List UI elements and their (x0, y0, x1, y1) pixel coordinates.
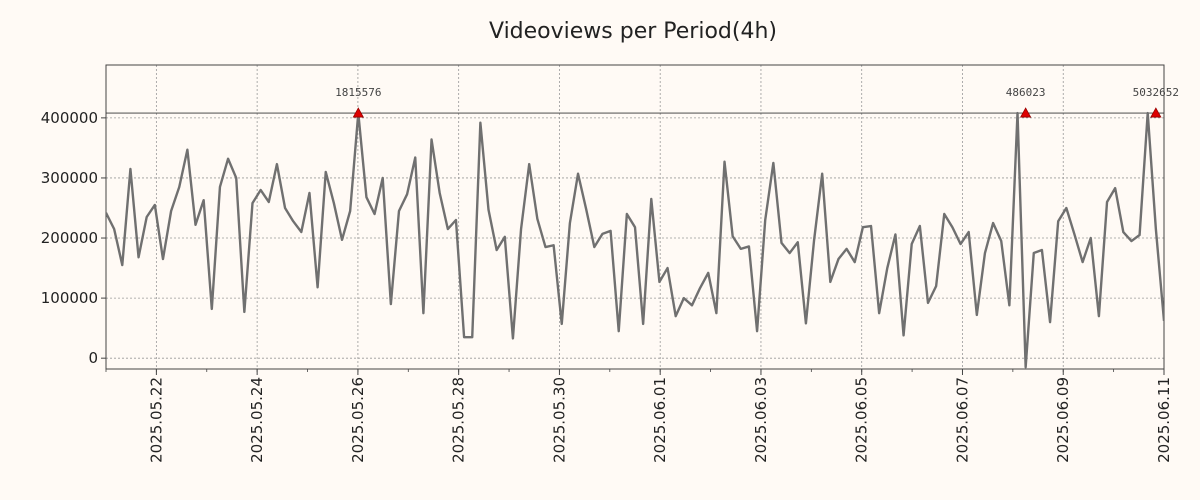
series-lines (106, 111, 1164, 369)
peak-label: 486023 (1006, 86, 1046, 99)
chart-title: Videoviews per Period(4h) (489, 19, 777, 44)
peak-label: 1815576 (335, 86, 381, 99)
x-tick-label: 2025.05.24 (248, 377, 266, 463)
y-tick-label: 0 (88, 349, 98, 367)
series-line (106, 111, 1164, 369)
x-tick-label: 2025.06.05 (853, 377, 871, 463)
peak-marker (1150, 107, 1162, 118)
peak-annotations: 1815576 486023 5032652 (335, 86, 1179, 118)
x-tick-label: 2025.06.09 (1054, 377, 1072, 463)
grid-lines (106, 65, 1165, 369)
y-tick-label: 300000 (41, 169, 98, 187)
y-tick-label: 200000 (41, 229, 98, 247)
x-tick-label: 2025.06.07 (953, 377, 971, 463)
x-tick-label: 2025.05.30 (550, 377, 568, 463)
y-tick-label: 100000 (41, 289, 98, 307)
x-tick-label: 2025.06.11 (1155, 377, 1173, 463)
y-tick-label: 400000 (41, 109, 98, 127)
x-tick-label: 2025.05.26 (349, 377, 367, 463)
x-tick-label: 2025.05.28 (450, 377, 468, 463)
plot-frame (105, 64, 1165, 370)
peak-marker (352, 107, 364, 118)
peak-label: 5032652 (1133, 86, 1179, 99)
x-tick-label: 2025.06.03 (752, 377, 770, 463)
x-tick-label: 2025.06.01 (651, 377, 669, 463)
x-tick-label: 2025.05.22 (147, 377, 165, 463)
axes: 0 100000 200000 300000 400000 2025.05.22 2025.… (41, 109, 1173, 463)
peak-marker (1019, 107, 1032, 118)
